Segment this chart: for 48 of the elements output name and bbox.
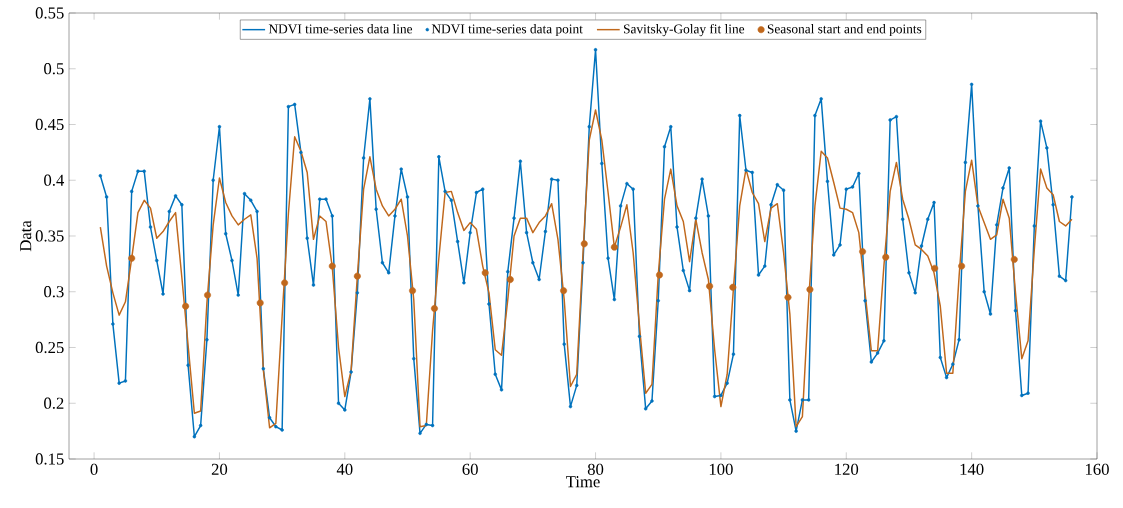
point	[706, 282, 714, 290]
point	[328, 262, 336, 270]
x-tick-label: 120	[835, 463, 859, 475]
y-tick-label: 0.15	[35, 453, 64, 465]
point	[560, 287, 568, 295]
point	[580, 240, 588, 248]
x-tick-label: 160	[1085, 463, 1109, 475]
x-tick-label: 0	[90, 463, 98, 475]
point	[1010, 255, 1018, 263]
point	[859, 248, 867, 256]
x-tick-label: 80	[587, 463, 604, 475]
point	[281, 279, 289, 287]
legend-label: NDVI time-series data point	[431, 24, 583, 37]
point	[656, 271, 663, 279]
y-tick-label: 0.35	[35, 230, 64, 242]
y-tick-label: 0.25	[35, 341, 64, 354]
y-tick-label: 0.2	[44, 397, 64, 409]
point	[882, 253, 890, 261]
point	[958, 262, 966, 270]
point	[806, 286, 814, 293]
point	[506, 276, 514, 283]
y-tick-label: 0.5	[44, 63, 64, 75]
point	[182, 302, 190, 310]
x-tick-label: 20	[211, 463, 228, 475]
point	[610, 243, 618, 251]
y-tick-label: 0.55	[35, 7, 64, 19]
x-tick-label: 140	[960, 463, 984, 475]
x-tick-label: 40	[336, 463, 353, 475]
point	[353, 272, 361, 280]
y-axis-title: Data	[20, 220, 32, 252]
legend-label: NDVI time-series data line	[268, 24, 413, 34]
point	[204, 291, 212, 299]
point	[430, 305, 438, 312]
point	[729, 283, 737, 291]
y-tick-label: 0.45	[35, 118, 64, 131]
legend-label: Savitsky-Golay fit line	[624, 23, 745, 37]
x-axis-title: Time	[566, 476, 600, 488]
x-tick-label: 60	[462, 463, 478, 475]
point	[409, 287, 416, 295]
point	[931, 264, 939, 272]
point	[128, 254, 136, 262]
legend-label: Seasonal start and end points	[767, 24, 922, 37]
x-tick-label: 100	[709, 463, 733, 475]
point	[481, 269, 489, 277]
point	[256, 299, 264, 307]
y-tick-label: 0.4	[44, 174, 65, 186]
y-tick-label: 0.3	[44, 286, 64, 298]
point	[784, 293, 792, 301]
